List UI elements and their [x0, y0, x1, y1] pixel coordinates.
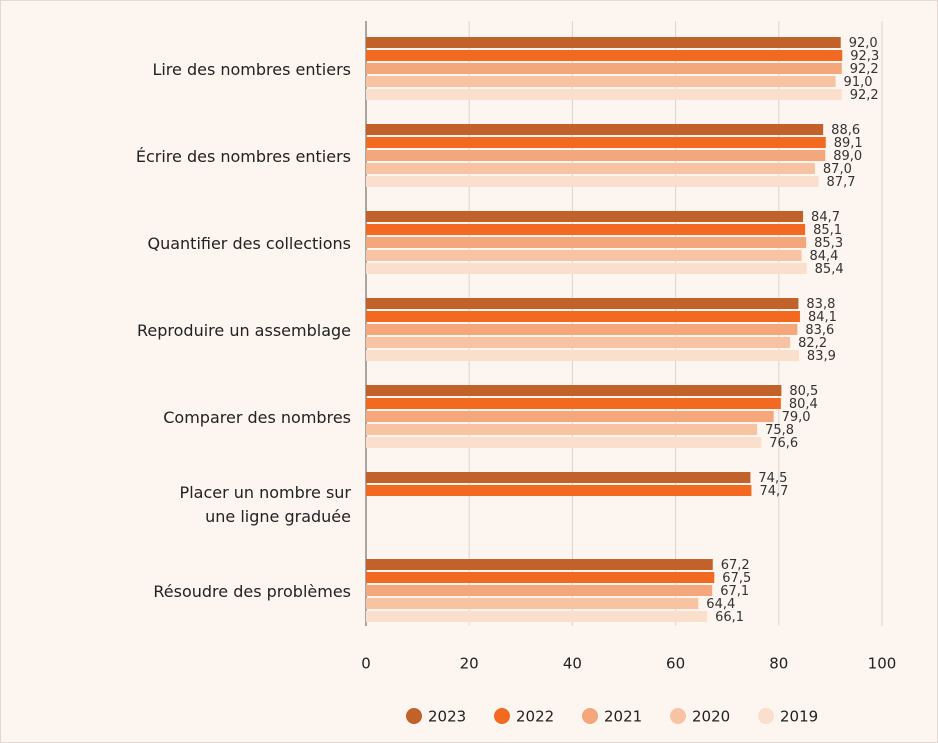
value-label: 92,2 [850, 88, 879, 103]
value-label: 84,4 [810, 249, 839, 264]
value-label: 76,6 [769, 436, 798, 451]
value-label: 80,5 [789, 384, 818, 399]
bar [366, 137, 826, 148]
legend-label: 2020 [692, 708, 730, 726]
bar [366, 411, 774, 422]
value-label: 85,1 [813, 223, 842, 238]
x-tick-label: 100 [868, 655, 897, 673]
bar [366, 37, 841, 48]
bar [366, 572, 715, 583]
legend-swatch [758, 708, 774, 724]
bar [366, 150, 826, 161]
value-label: 84,7 [811, 210, 840, 225]
bar [366, 76, 836, 87]
category-label: Quantifier des collections [147, 233, 351, 253]
bar [366, 598, 699, 609]
value-label: 92,3 [850, 49, 879, 64]
x-tick-label: 80 [769, 655, 788, 673]
legend-label: 2023 [428, 708, 466, 726]
bar [366, 424, 758, 435]
value-label: 85,4 [815, 262, 844, 277]
bar [366, 437, 762, 448]
value-label: 67,1 [720, 584, 749, 599]
x-tick-label: 20 [460, 655, 479, 673]
value-label: 74,5 [758, 471, 787, 486]
category-label: Placer un nombre sur une ligne graduée [179, 482, 351, 526]
legend-label: 2021 [604, 708, 642, 726]
value-label: 84,1 [808, 310, 837, 325]
bar [366, 350, 799, 361]
bar [366, 176, 819, 187]
x-tick-label: 60 [666, 655, 685, 673]
legend-swatch [406, 708, 422, 724]
value-label: 83,8 [806, 297, 835, 312]
bar [366, 611, 708, 622]
category-label: Résoudre des problèmes [153, 581, 351, 601]
x-tick-label: 40 [563, 655, 582, 673]
bar [366, 250, 802, 261]
category-label: Écrire des nombres entiers [135, 146, 351, 166]
value-label: 79,0 [782, 410, 811, 425]
bar [366, 585, 713, 596]
value-label: 85,3 [814, 236, 843, 251]
value-label: 75,8 [765, 423, 794, 438]
legend-label: 2019 [780, 708, 818, 726]
value-label: 64,4 [706, 597, 735, 612]
value-label: 87,0 [823, 162, 852, 177]
bar [366, 237, 807, 248]
value-label: 80,4 [789, 397, 818, 412]
category-label: Reproduire un assemblage [137, 320, 351, 340]
value-label: 92,0 [849, 36, 878, 51]
legend-swatch [494, 708, 510, 724]
value-label: 88,6 [831, 123, 860, 138]
legend-swatch [582, 708, 598, 724]
bar [366, 89, 842, 100]
bar [366, 311, 800, 322]
bar [366, 124, 824, 135]
value-label: 83,9 [807, 349, 836, 364]
bar [366, 337, 791, 348]
bar [366, 163, 815, 174]
bar [366, 485, 752, 496]
bar [366, 63, 842, 74]
bar [366, 50, 843, 61]
value-label: 74,7 [759, 484, 788, 499]
value-label: 87,7 [827, 175, 856, 190]
value-label: 89,0 [833, 149, 862, 164]
value-label: 66,1 [715, 610, 744, 625]
bar [366, 298, 799, 309]
value-label: 67,5 [722, 571, 751, 586]
value-label: 82,2 [798, 336, 827, 351]
category-label: Lire des nombres entiers [152, 59, 351, 79]
value-label: 91,0 [844, 75, 873, 90]
value-label: 83,6 [805, 323, 834, 338]
x-tick-label: 0 [361, 655, 371, 673]
value-label: 92,2 [850, 62, 879, 77]
bar [366, 211, 804, 222]
value-label: 67,2 [721, 558, 750, 573]
bar [366, 324, 798, 335]
value-label: 89,1 [834, 136, 863, 151]
category-label: Comparer des nombres [163, 407, 351, 427]
legend-swatch [670, 708, 686, 724]
bar [366, 224, 806, 235]
bar [366, 398, 781, 409]
bar [366, 559, 713, 570]
bar [366, 385, 782, 396]
bar [366, 472, 751, 483]
bar [366, 263, 807, 274]
legend-label: 2022 [516, 708, 554, 726]
